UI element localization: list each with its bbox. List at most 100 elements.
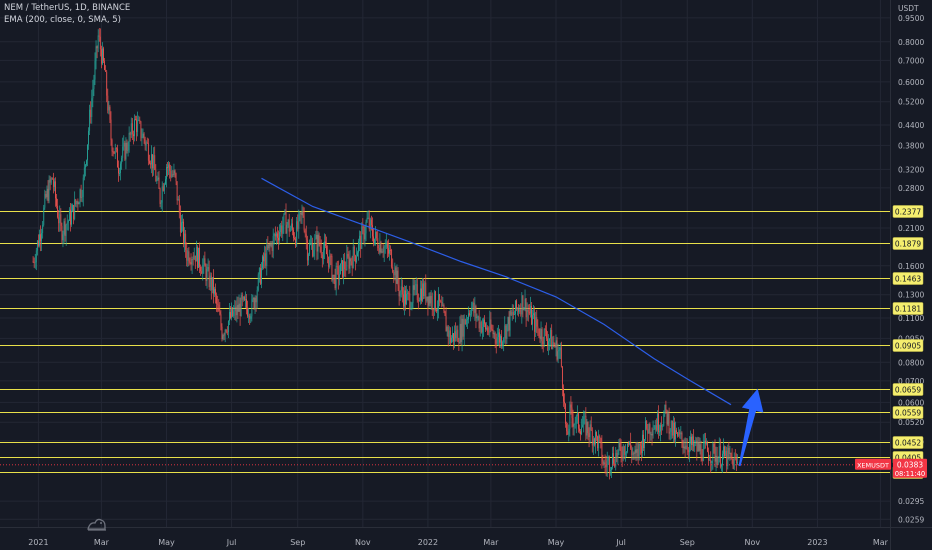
candle-body [74,199,76,219]
candle-body [554,344,556,348]
candle-body [409,293,411,309]
candle-body [327,254,329,257]
candle-body [669,431,671,434]
level-label-box [892,237,924,250]
candle-body [675,430,676,440]
candle-body [321,254,323,259]
candle-body [402,294,404,307]
candle-body [655,425,657,431]
candle-body [564,401,565,404]
candle-body [651,433,653,436]
candle-body [87,144,88,161]
candle-body [395,267,397,284]
candle-body [430,295,432,304]
candle-body [317,234,319,252]
level-label: 0.0559 [895,409,921,418]
candle-body [632,452,634,456]
candle-body [280,225,282,233]
candle-body [536,317,538,327]
candle-body [560,347,562,367]
candle-body [652,429,654,436]
candle-body [723,446,724,454]
candle-body [518,308,520,312]
candle-body [312,243,314,257]
candle-body [592,438,594,446]
candle-body [305,234,307,240]
candle-body [265,253,267,266]
candle-body [678,432,680,436]
candle-body [501,336,502,346]
candle-body [549,338,550,342]
candle-body [525,298,527,318]
candle-body [474,306,476,313]
candle-body [224,329,226,336]
candle-body [96,46,98,49]
candle-body [211,277,213,291]
symbol-title[interactable]: NEM / TetherUS, 1D, BINANCE [4,3,131,13]
candle-body [261,268,262,284]
candle-body [185,233,187,250]
time-tick-label: Sep [680,538,695,547]
candle-body [537,326,539,329]
candle-body [345,269,347,270]
candle-body [318,234,320,245]
candle-body [405,290,406,305]
candle-body [602,461,604,464]
candle-body [252,298,254,300]
candle-body [120,163,121,174]
candle-body [636,449,638,453]
candle-body [422,283,423,301]
level-label: 0.1181 [895,305,921,314]
candle-body [615,452,617,467]
candle-body [555,340,557,348]
candle-body [563,387,564,402]
candle-body [487,327,489,332]
candle-body [590,424,592,431]
candle-body [163,184,165,191]
candle-body [92,88,94,99]
candle-body [366,217,368,222]
candle-body [703,440,705,444]
candle-body [83,167,85,178]
candle-body [643,434,644,449]
candle-body [524,298,526,308]
candle-body [103,48,104,62]
candle-body [684,446,686,449]
time-axis[interactable]: 2021 Mar May Jul Sep Nov 2022 Mar May Jul Sep Nov 20… [0,527,932,548]
level-label-box [892,272,924,285]
candle-body [350,258,352,262]
candle-body [134,119,135,137]
candle-body [319,244,321,247]
candle-body [439,294,441,302]
candle-body [424,282,426,296]
candle-body [612,453,613,468]
candle-body [708,451,709,461]
candle-body [392,266,394,272]
candle-body [421,288,422,301]
symbol-tag: XEMUSDT [857,461,889,469]
candle-body [567,431,569,435]
indicator-title[interactable]: EMA (200, close, 0, SMA, 5) [4,14,121,25]
candle-body [411,302,413,308]
candle-body [449,330,451,343]
price-tick-label: 0.1300 [898,291,924,300]
candle-body [162,186,164,191]
price-tick-label: 0.7000 [898,56,924,65]
candle-body [102,48,103,64]
candle-body [444,311,446,316]
candle-body [543,328,545,345]
candle-body [359,235,361,242]
candle-body [143,133,145,140]
candle-body [542,341,544,345]
up-arrow-annotation[interactable] [738,388,764,467]
candle-body [585,415,587,436]
candle-body [696,440,698,452]
candle-body [471,307,473,315]
candle-body [398,285,400,297]
candle-body [368,217,370,229]
candle-body [274,234,276,237]
candle-body [445,315,447,332]
candle-body [707,443,708,452]
